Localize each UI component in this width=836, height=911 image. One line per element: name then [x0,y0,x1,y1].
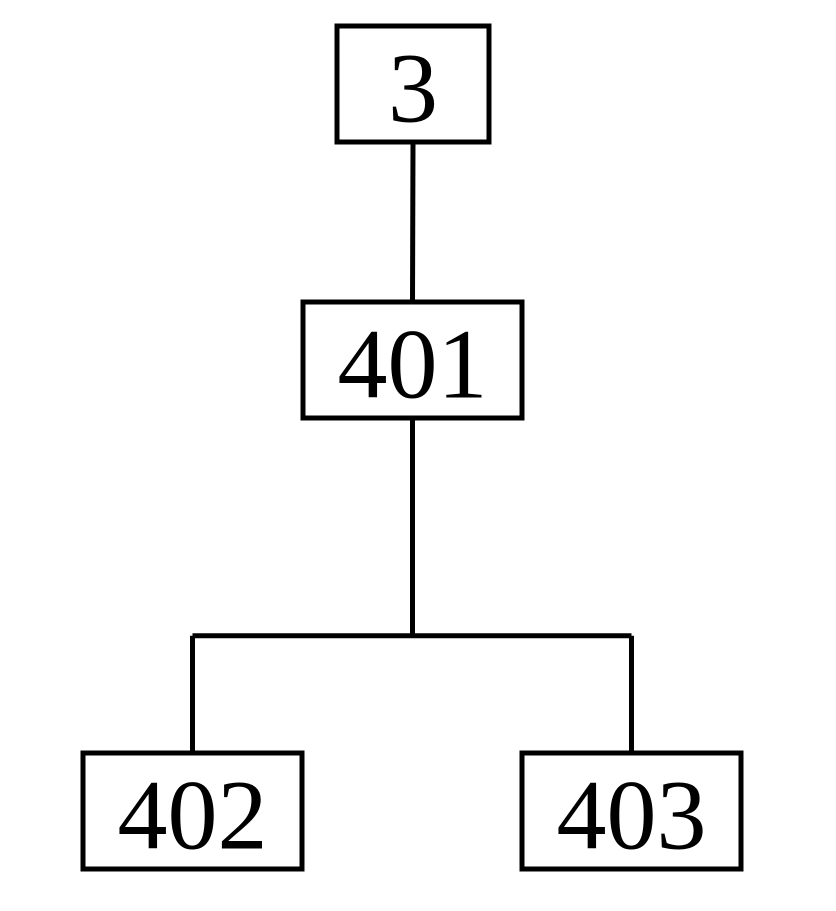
edge [413,142,414,302]
tree-node: 403 [522,753,741,871]
node-label: 402 [118,760,268,871]
node-label: 3 [388,33,438,144]
tree-node: 3 [337,26,489,144]
tree-node: 401 [303,302,522,420]
tree-diagram: 3 401 402 403 [0,0,836,911]
node-label: 403 [557,760,707,871]
tree-node: 402 [83,753,302,871]
node-label: 401 [338,309,488,420]
